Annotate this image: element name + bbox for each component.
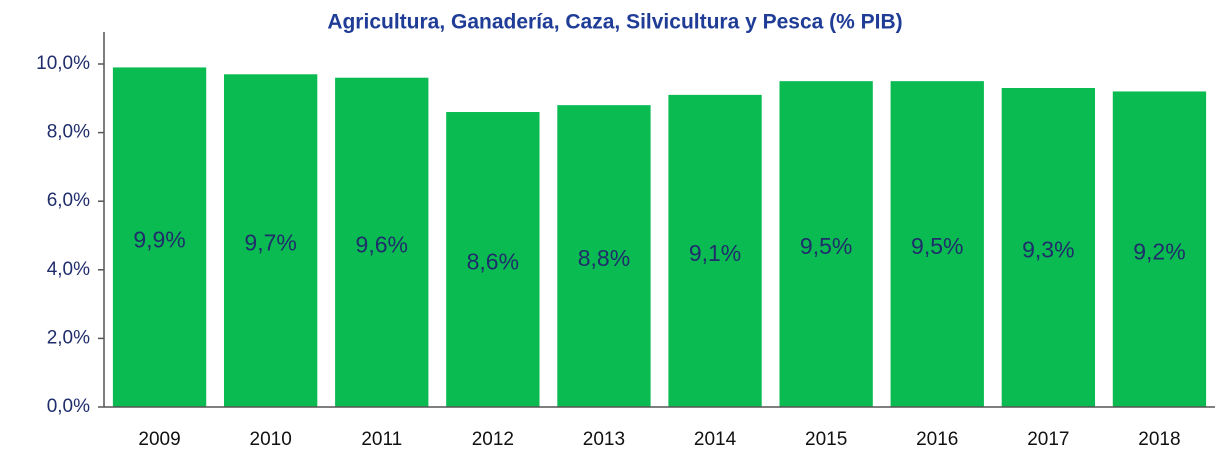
bar [223, 74, 318, 407]
y-tick-label: 0,0% [47, 396, 90, 417]
y-tick-label: 2,0% [47, 327, 90, 348]
x-tick-label: 2010 [250, 429, 292, 450]
bar [446, 112, 540, 408]
x-tick-label: 2013 [583, 429, 625, 450]
x-tick-label: 2018 [1138, 429, 1180, 450]
x-tick-label: 2014 [694, 429, 737, 450]
data-label: 9,9% [133, 226, 185, 252]
y-tick-label: 8,0% [47, 122, 90, 143]
bar [1001, 88, 1096, 407]
x-tick-label: 2016 [916, 429, 958, 450]
data-label: 9,7% [244, 230, 296, 256]
x-tick-label: 2012 [472, 429, 514, 450]
data-label: 9,5% [800, 233, 852, 259]
x-tick-label: 2015 [805, 429, 847, 450]
data-label: 8,8% [578, 245, 630, 271]
data-label: 9,6% [356, 231, 408, 257]
data-label: 9,5% [911, 233, 963, 259]
y-tick-label: 4,0% [47, 259, 90, 280]
x-tick-label: 2009 [138, 429, 180, 450]
y-tick-label: 6,0% [47, 190, 90, 211]
x-tick-label: 2011 [361, 429, 402, 450]
bar [779, 81, 873, 408]
data-label: 9,1% [689, 240, 741, 266]
data-label: 9,3% [1022, 237, 1074, 263]
chart-title: Agricultura, Ganadería, Caza, Silvicultu… [327, 11, 902, 34]
bar [335, 77, 429, 407]
bar [890, 81, 984, 408]
bar [557, 105, 651, 407]
y-tick-label: 10,0% [36, 53, 90, 74]
x-tick-label: 2017 [1027, 429, 1069, 450]
bar [668, 94, 762, 408]
data-label: 9,2% [1133, 238, 1185, 264]
bar [1112, 91, 1207, 407]
data-label: 8,6% [467, 249, 519, 275]
bar [112, 67, 207, 408]
